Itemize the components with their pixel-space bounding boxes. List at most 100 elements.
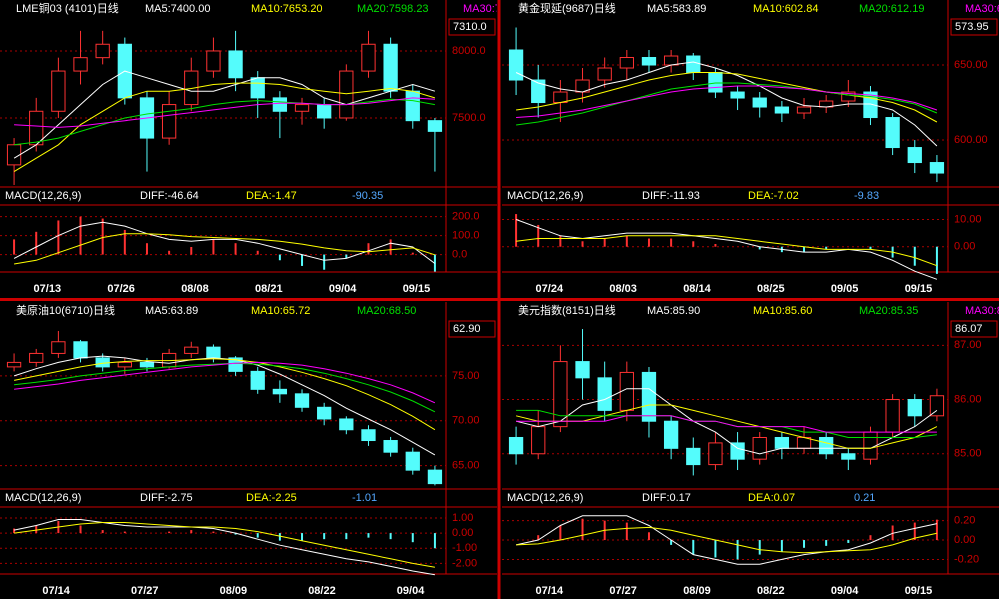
price-box <box>448 320 496 338</box>
candle-body <box>641 371 657 422</box>
candle-body <box>686 55 701 74</box>
candle-body <box>597 377 612 411</box>
candle-body <box>250 77 265 99</box>
ma-line <box>515 61 938 147</box>
candle-body <box>73 341 88 359</box>
candle-body <box>317 406 332 420</box>
candle-body <box>272 388 288 395</box>
y-tick-label: 87.00 <box>954 339 982 351</box>
candle-body <box>228 357 243 372</box>
x-tick-label: 08/09 <box>220 585 248 597</box>
candle-body <box>641 57 657 66</box>
y-tick-label: 70.00 <box>452 415 480 427</box>
diff-label: DIFF:0.17 <box>642 492 691 504</box>
ma-label: MA30:7 <box>463 3 501 15</box>
candle-body <box>272 97 288 112</box>
ma-line <box>515 404 938 449</box>
ma-label: MA20:7598.23 <box>357 3 429 15</box>
candle-body <box>294 104 310 112</box>
candle-body <box>796 106 812 114</box>
candle-body <box>206 346 221 359</box>
candle-body <box>774 436 790 449</box>
y-tick-label: -1.00 <box>452 542 477 554</box>
last-price: 86.07 <box>955 323 983 335</box>
ma-line <box>516 415 937 433</box>
candle-body <box>95 43 110 59</box>
candle-body <box>95 357 110 368</box>
candle-body <box>752 97 767 108</box>
hist-label: -90.35 <box>352 190 383 202</box>
last-price: 7310.0 <box>453 21 487 33</box>
candle-body <box>663 420 679 449</box>
candle-body <box>619 57 634 69</box>
candle-body <box>405 90 420 122</box>
candle-body <box>383 43 398 92</box>
y-tick-label: 200.0 <box>452 211 480 223</box>
candle-body <box>553 361 568 428</box>
candle-body <box>161 104 177 139</box>
diff-line <box>515 515 938 565</box>
x-tick-label: 08/14 <box>683 283 711 295</box>
candle-body <box>708 442 723 466</box>
dea-label: DEA:0.07 <box>748 492 795 504</box>
last-price: 62.90 <box>453 323 481 335</box>
x-tick-label: 08/08 <box>181 283 209 295</box>
y-tick-label: 0.0 <box>452 248 467 260</box>
candle-body <box>819 436 834 455</box>
ma-line <box>516 72 938 123</box>
candle-body <box>907 399 922 417</box>
y-tick-label: 0.00 <box>452 527 473 539</box>
ma-line <box>14 362 436 413</box>
ma-label: MA5:85.90 <box>647 305 700 317</box>
y-tick-label: 650.00 <box>954 59 988 71</box>
x-tick-label: 08/09 <box>683 585 711 597</box>
candle-body <box>361 43 376 72</box>
chart-title: 美原油10(6710)日线 <box>16 303 115 317</box>
diff-label: DIFF:-46.64 <box>140 190 199 202</box>
candle-body <box>531 79 546 104</box>
y-tick-label: 7500.0 <box>452 112 486 124</box>
x-tick-label: 07/14 <box>42 585 70 597</box>
candle-body <box>885 399 900 433</box>
candle-body <box>508 49 524 81</box>
candle-body <box>907 147 922 164</box>
diff-label: DIFF:-2.75 <box>140 492 193 504</box>
candle-body <box>6 361 22 368</box>
dea-line <box>516 235 938 267</box>
x-tick-label: 09/15 <box>905 283 933 295</box>
ma-label: MA30:6 <box>965 3 999 15</box>
x-tick-label: 08/25 <box>757 283 785 295</box>
candle-body <box>841 91 856 102</box>
candle-body <box>228 50 243 79</box>
x-tick-label: 07/24 <box>536 283 564 295</box>
y-tick-label: -0.20 <box>954 553 979 565</box>
x-tick-label: 07/27 <box>609 585 637 597</box>
candle-body <box>841 453 856 460</box>
candle-body <box>405 451 420 471</box>
candle-body <box>317 104 332 119</box>
hist-label: 0.21 <box>854 492 875 504</box>
candle-body <box>383 440 398 453</box>
macd-title: MACD(12,26,9) <box>507 492 583 504</box>
x-tick-label: 08/22 <box>757 585 785 597</box>
ma-label: MA5:583.89 <box>647 3 706 15</box>
ma-line <box>516 85 938 118</box>
diff-line <box>13 221 436 264</box>
hist-label: -1.01 <box>352 492 377 504</box>
candle-body <box>29 110 44 146</box>
price-box <box>448 18 496 36</box>
x-tick-label: 08/03 <box>609 283 637 295</box>
chart-panel: LME铜03 (4101)日线 MA5:7400.00 MA10:7653.20 MA… <box>0 0 501 295</box>
last-price: 573.95 <box>955 21 989 33</box>
y-tick-label: 85.00 <box>954 448 982 460</box>
price-box <box>950 320 998 338</box>
candle-body <box>29 352 44 363</box>
ma-line <box>14 361 436 404</box>
ma-label: MA30:8 <box>965 305 999 317</box>
y-tick-label: 10.00 <box>954 213 982 225</box>
candle-body <box>51 70 66 112</box>
ma-label: MA20:612.19 <box>859 3 924 15</box>
y-tick-label: -2.00 <box>452 557 477 569</box>
candle-body <box>686 447 701 466</box>
ma-label: MA5:63.89 <box>145 305 198 317</box>
